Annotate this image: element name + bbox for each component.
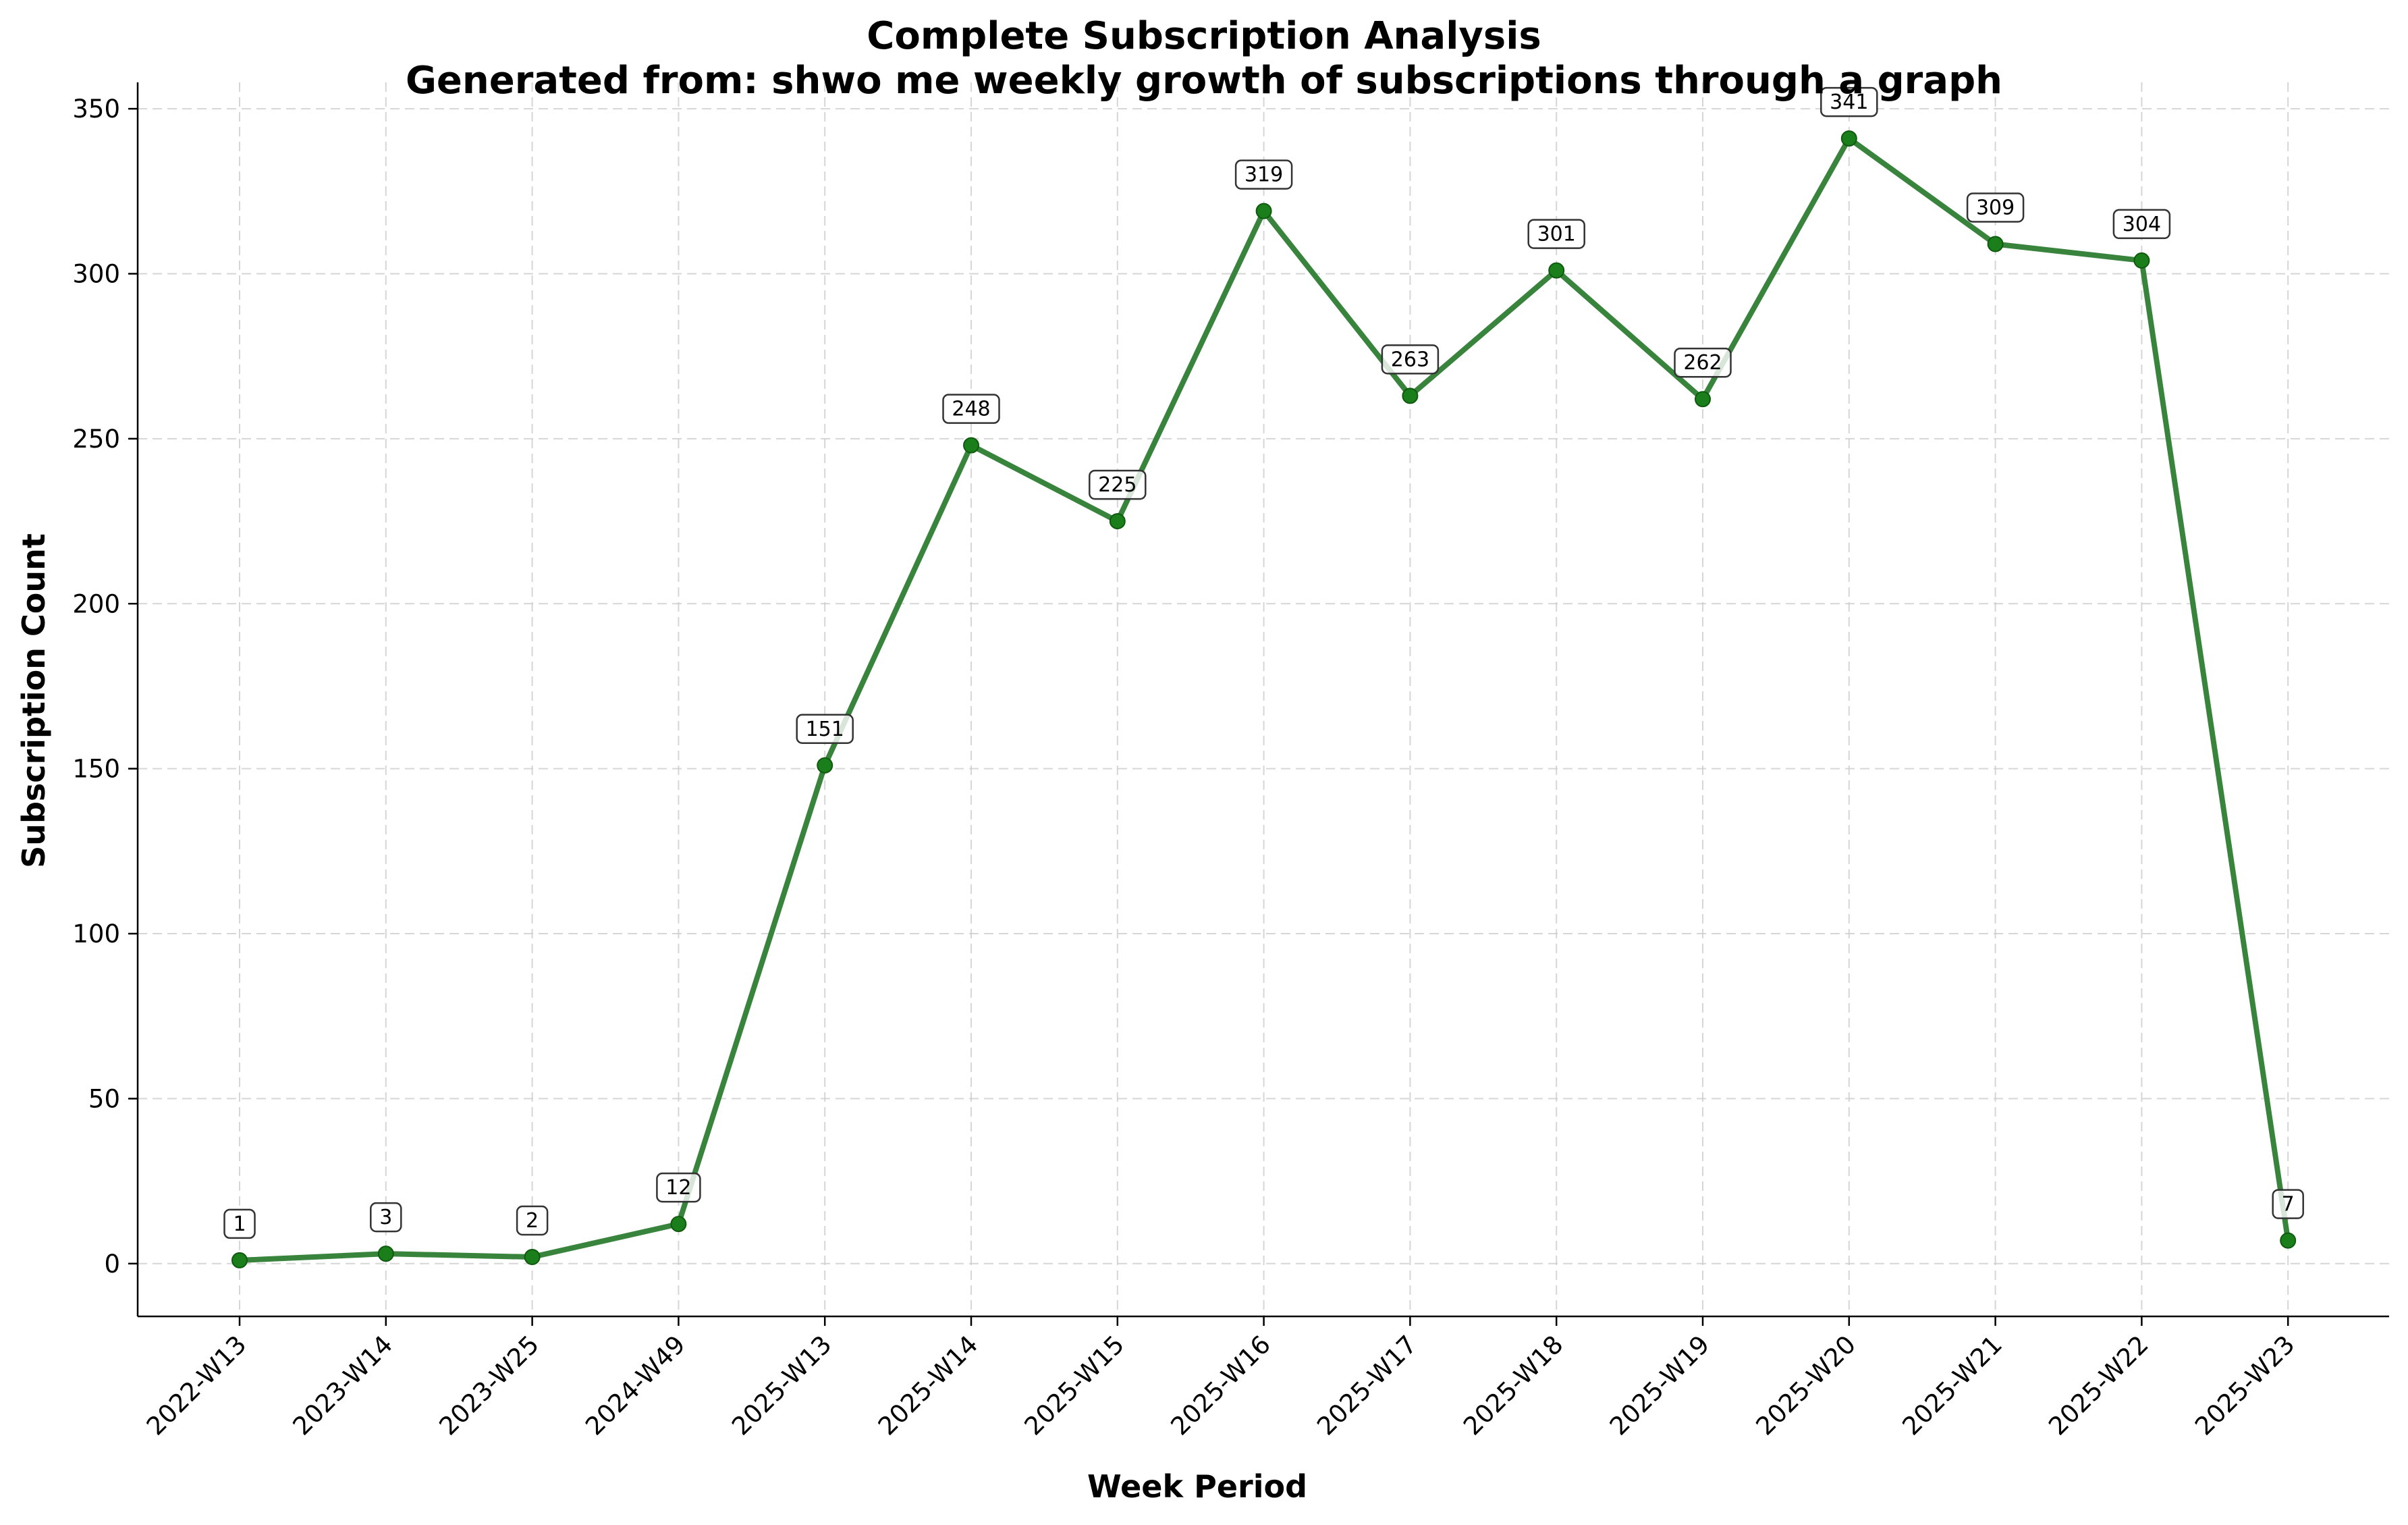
data-label: 151 — [806, 718, 844, 741]
data-label: 3 — [379, 1206, 392, 1229]
data-label-box — [1381, 344, 1440, 375]
grid — [138, 82, 2389, 1316]
data-point — [231, 1252, 248, 1268]
chart-subtitle: Generated from: shwo me weekly growth of… — [406, 59, 2002, 103]
data-point — [963, 437, 979, 454]
y-tick-label: 150 — [72, 755, 120, 784]
data-label-box — [1527, 219, 1585, 249]
y-tick-label: 200 — [72, 589, 120, 618]
data-point — [1695, 391, 1711, 408]
data-point — [524, 1249, 541, 1266]
data-label: 263 — [1391, 348, 1429, 371]
y-axis-label: Subscription Count — [16, 533, 52, 868]
axes — [128, 82, 2389, 1326]
data-label-box — [516, 1205, 549, 1236]
data-point — [1548, 262, 1565, 279]
data-point — [1402, 387, 1419, 404]
data-label-box — [942, 394, 1000, 424]
data-label-box — [796, 714, 854, 745]
data-label: 12 — [665, 1176, 691, 1200]
series — [231, 130, 2297, 1268]
data-point — [2133, 252, 2150, 269]
data-point — [1840, 130, 1857, 147]
y-tick-label: 100 — [72, 919, 120, 948]
data-label: 319 — [1244, 163, 1283, 187]
data-point — [817, 757, 833, 774]
data-point — [1987, 236, 2004, 252]
y-tick-label: 300 — [72, 259, 120, 288]
data-label: 1 — [233, 1212, 246, 1236]
data-label-box — [2272, 1189, 2304, 1219]
y-tick-label: 350 — [72, 95, 120, 124]
data-label: 262 — [1683, 351, 1722, 375]
chart-title: Complete Subscription Analysis — [867, 14, 1541, 58]
data-label-box — [2112, 209, 2171, 240]
y-tick-label: 50 — [88, 1084, 120, 1113]
data-point — [670, 1216, 687, 1233]
data-label: 7 — [2282, 1193, 2295, 1216]
data-point — [1109, 513, 1126, 530]
data-label: 2 — [526, 1209, 539, 1233]
y-tick-label: 250 — [72, 425, 120, 454]
data-label-box — [370, 1202, 402, 1233]
data-labels: 1 3 2 12 151 248 225 319 263 301 262 341 309 304 7 — [223, 86, 2304, 1239]
data-point — [377, 1246, 394, 1262]
data-label: 309 — [1976, 196, 2015, 219]
data-label-box — [1089, 469, 1147, 500]
data-label: 304 — [2123, 213, 2161, 236]
data-point — [2280, 1232, 2297, 1249]
data-label-box — [1966, 192, 2025, 223]
data-label-box — [1820, 86, 1878, 117]
data-label: 248 — [952, 398, 990, 421]
data-label-box — [656, 1172, 701, 1203]
data-label: 225 — [1098, 473, 1137, 497]
data-label: 301 — [1537, 223, 1576, 246]
y-tick-label: 0 — [104, 1250, 120, 1279]
data-label-box — [1674, 347, 1732, 378]
data-label-box — [1234, 159, 1293, 190]
data-label-box — [223, 1208, 256, 1239]
data-point — [1255, 203, 1272, 219]
x-axis-label: Week Period — [1087, 1468, 1307, 1505]
data-label: 341 — [1830, 90, 1868, 114]
